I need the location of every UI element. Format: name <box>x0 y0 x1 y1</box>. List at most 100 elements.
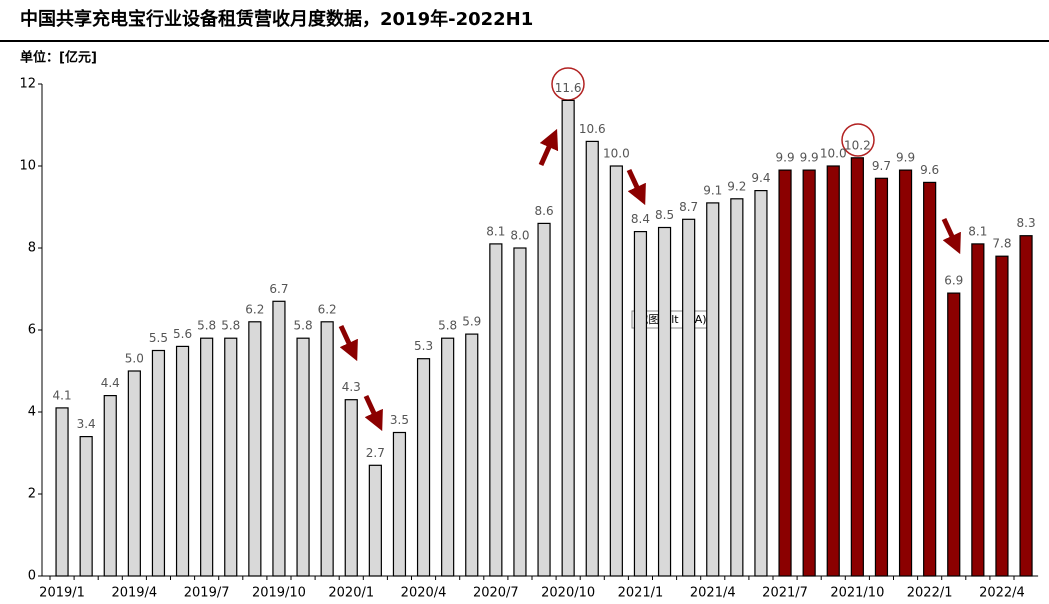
x-tick-label: 2019/10 <box>252 586 306 601</box>
value-label: 4.3 <box>342 380 361 394</box>
x-tick-label: 2022/4 <box>979 586 1025 601</box>
arrows <box>338 128 961 432</box>
unit-label: 单位：[亿元] <box>20 50 97 66</box>
bar <box>344 399 358 577</box>
y-tick-label: 6 <box>28 323 36 338</box>
value-label: 9.4 <box>751 171 770 185</box>
bar <box>874 177 889 577</box>
bar <box>79 436 93 577</box>
bar <box>585 140 599 577</box>
bar <box>55 407 69 577</box>
x-tick-label: 2019/4 <box>111 586 157 601</box>
x-tick-label: 2020/1 <box>328 586 374 601</box>
bar <box>416 358 431 577</box>
bar <box>898 169 913 577</box>
x-tick-label: 2021/4 <box>690 586 736 601</box>
value-label: 8.1 <box>968 224 987 238</box>
bar <box>802 169 816 577</box>
value-label: 8.0 <box>510 229 529 243</box>
bar <box>754 190 768 577</box>
value-label: 8.1 <box>486 224 505 238</box>
highlight-circle <box>841 123 875 157</box>
value-label: 6.2 <box>318 302 337 316</box>
value-label: 6.7 <box>269 282 288 296</box>
y-tick-label: 8 <box>28 241 36 256</box>
x-tick-label: 2021/10 <box>830 586 884 601</box>
value-label: 9.9 <box>776 151 795 165</box>
bar <box>224 337 238 577</box>
bar <box>272 300 286 577</box>
bar <box>513 247 527 577</box>
value-label: 5.3 <box>414 339 433 353</box>
x-tick-label: 2020/10 <box>541 586 595 601</box>
value-label: 11.6 <box>555 81 582 95</box>
value-label: 9.2 <box>727 179 746 193</box>
value-label: 6.2 <box>245 302 264 316</box>
bar <box>923 181 937 577</box>
value-label: 3.4 <box>77 417 96 431</box>
x-tick-label: 2021/1 <box>618 586 664 601</box>
tooltip-text: 截图(Alt + A) <box>637 312 706 326</box>
bar <box>730 198 744 577</box>
value-label: 9.1 <box>703 183 722 197</box>
value-label: 9.6 <box>920 163 939 177</box>
value-label: 4.1 <box>53 388 72 402</box>
bar <box>368 464 382 577</box>
bar <box>151 349 166 577</box>
bar <box>1019 235 1033 577</box>
bar <box>609 165 623 577</box>
value-label: 9.9 <box>800 151 819 165</box>
bar <box>778 169 792 577</box>
bar <box>392 431 407 577</box>
value-label: 10.2 <box>844 138 871 152</box>
value-label: 5.8 <box>221 319 240 333</box>
value-label: 5.6 <box>173 327 192 341</box>
bar <box>103 395 117 577</box>
value-label: 5.8 <box>197 319 216 333</box>
bar <box>296 337 310 577</box>
bar <box>248 321 262 577</box>
value-label: 10.0 <box>820 147 847 161</box>
value-label: 5.8 <box>438 319 457 333</box>
bar <box>947 292 961 577</box>
value-label: 8.6 <box>535 204 554 218</box>
x-tick-label: 2022/1 <box>907 586 953 601</box>
bar <box>200 337 214 577</box>
bar <box>706 202 720 577</box>
y-tick-label: 12 <box>19 77 36 92</box>
x-tick-label: 2019/1 <box>39 586 85 601</box>
x-tick-label: 2021/7 <box>762 586 808 601</box>
y-tick-label: 0 <box>28 569 36 584</box>
value-label: 5.0 <box>125 352 144 366</box>
bar <box>320 321 334 577</box>
bar <box>826 165 840 577</box>
value-label: 5.9 <box>462 315 481 329</box>
value-label: 5.8 <box>294 319 313 333</box>
value-label: 8.3 <box>1017 216 1036 230</box>
bar <box>561 99 575 577</box>
y-tick-label: 2 <box>28 487 36 502</box>
x-tick-label: 2020/7 <box>473 586 519 601</box>
value-label: 8.7 <box>679 200 698 214</box>
bar <box>441 337 455 577</box>
bar <box>995 255 1009 577</box>
bar <box>127 370 141 577</box>
value-label: 8.5 <box>655 208 674 222</box>
bar <box>850 157 864 577</box>
value-label: 3.5 <box>390 413 409 427</box>
bar <box>657 226 672 577</box>
bar <box>633 231 648 577</box>
bar <box>465 333 479 577</box>
value-label: 9.9 <box>896 151 915 165</box>
value-label: 9.7 <box>872 159 891 173</box>
x-tick-label: 2019/7 <box>184 586 230 601</box>
chart-title: 中国共享充电宝行业设备租赁营收月度数据，2019年-2022H1 <box>20 8 533 30</box>
bar <box>537 222 551 577</box>
value-label: 7.8 <box>992 237 1011 251</box>
value-label: 10.6 <box>579 122 606 136</box>
value-label: 2.7 <box>366 446 385 460</box>
x-tick-label: 2020/4 <box>401 586 447 601</box>
bar <box>971 243 985 577</box>
y-tick-label: 10 <box>19 159 36 174</box>
